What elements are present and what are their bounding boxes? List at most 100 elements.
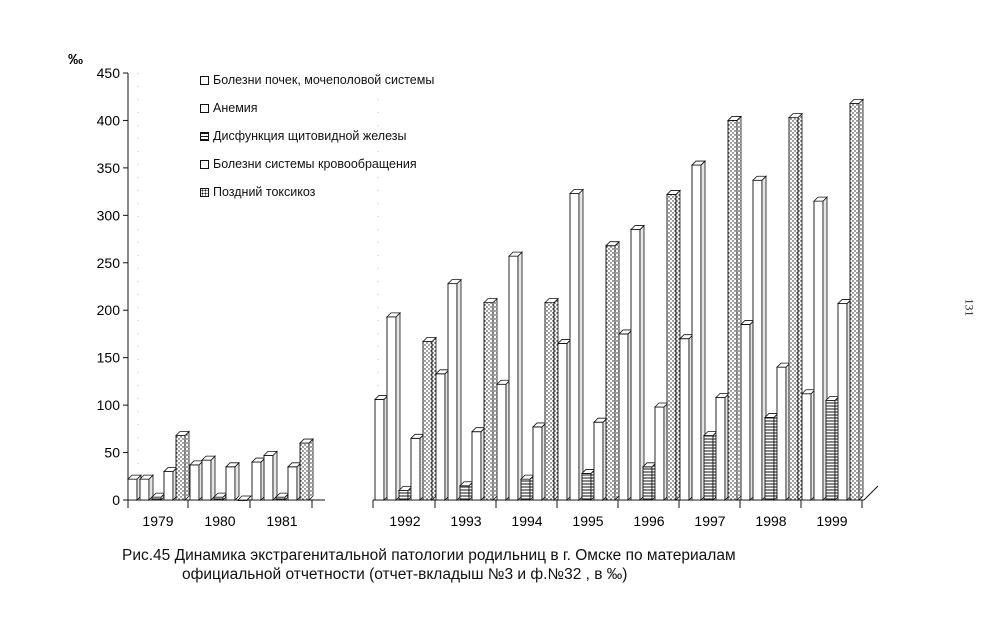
- page-number: 131: [962, 298, 977, 317]
- x-tick-label: 1997: [694, 513, 725, 529]
- y-tick-label: 350: [97, 160, 121, 176]
- x-tick-label: 1995: [572, 513, 603, 529]
- legend-item: Болезни почек, мочеполовой системы: [200, 66, 434, 94]
- bar: [849, 102, 860, 501]
- bar: [459, 485, 470, 501]
- bar-side: [308, 438, 314, 501]
- bar: [752, 179, 763, 501]
- bar-side: [234, 461, 240, 501]
- y-tick-label: 200: [97, 302, 121, 318]
- y-tick-label: 100: [97, 397, 121, 413]
- bar: [654, 406, 665, 501]
- bar-side: [639, 224, 645, 501]
- bar-top: [237, 495, 252, 501]
- bar: [251, 461, 262, 501]
- bar: [569, 193, 580, 501]
- bar-top: [127, 474, 142, 480]
- bar-top: [386, 312, 401, 318]
- bar-top: [544, 298, 559, 304]
- bar-top: [691, 160, 706, 166]
- bar: [605, 245, 616, 501]
- legend-swatch: [200, 103, 209, 113]
- caption-line-2: официальной отчетности (отчет-вкладыш №3…: [182, 566, 628, 583]
- x-tick-label: 1993: [450, 513, 481, 529]
- bar: [593, 421, 604, 501]
- bar: [557, 342, 568, 501]
- legend-item: Дисфункция щитовидной железы: [200, 122, 434, 150]
- y-tick-label: 0: [112, 492, 120, 508]
- bar-top: [175, 431, 190, 436]
- bar: [776, 366, 787, 501]
- bar-top: [630, 225, 645, 230]
- bar: [422, 341, 433, 501]
- x-tick-label: 1998: [755, 513, 786, 529]
- bar: [213, 496, 224, 501]
- bar: [642, 466, 653, 501]
- bar-side: [431, 336, 437, 501]
- bar-top: [605, 241, 620, 247]
- bar-side: [395, 311, 401, 501]
- y-tick-label: 300: [97, 207, 121, 223]
- bar-side: [797, 112, 803, 501]
- bar-side: [675, 189, 681, 501]
- bar: [447, 283, 458, 501]
- bar-top: [508, 251, 523, 257]
- bar: [740, 324, 751, 501]
- bar-top: [666, 190, 681, 195]
- bar: [225, 466, 236, 501]
- bar: [263, 454, 274, 501]
- bar-side: [553, 297, 559, 501]
- bar: [299, 442, 310, 501]
- x-tick-label: 1996: [633, 513, 664, 529]
- caption-line-1: Рис.45 Динамика экстрагенитальной патоло…: [122, 547, 736, 564]
- bar-side: [517, 251, 523, 501]
- bar: [386, 316, 397, 501]
- figure-caption: Рис.45 Динамика экстрагенитальной патоло…: [122, 546, 842, 584]
- legend-label: Болезни системы кровообращения: [213, 157, 417, 171]
- bar: [175, 435, 186, 501]
- bar: [139, 478, 150, 501]
- x-axis-corner: [863, 485, 879, 501]
- bar-top: [813, 196, 828, 202]
- bar-side: [184, 430, 190, 501]
- bar: [679, 338, 690, 501]
- legend-item: Анемия: [200, 94, 434, 122]
- bar-top: [263, 451, 278, 456]
- bar: [618, 333, 629, 501]
- bar-top: [569, 189, 584, 194]
- bar: [163, 471, 174, 501]
- x-tick-label: 1981: [266, 513, 297, 529]
- bar-top: [422, 337, 437, 342]
- bar: [666, 194, 677, 501]
- bar-top: [201, 455, 216, 461]
- bar-top: [225, 462, 240, 468]
- legend-item: Поздний токсикоз: [200, 178, 434, 206]
- legend-label: Анемия: [213, 101, 258, 115]
- bar: [508, 255, 519, 501]
- bars: [127, 98, 864, 501]
- x-tick-label: 1999: [816, 513, 847, 529]
- bar: [374, 398, 385, 501]
- legend-swatch: [200, 75, 209, 85]
- x-tick-label: 1992: [389, 513, 420, 529]
- y-tick-label: 450: [97, 65, 121, 81]
- bar: [471, 431, 482, 501]
- bar-side: [210, 455, 216, 501]
- bar: [825, 399, 836, 501]
- bar: [520, 478, 531, 501]
- bar-top: [752, 175, 767, 181]
- bar: [837, 303, 848, 501]
- legend-label: Дисфункция щитовидной железы: [213, 129, 407, 143]
- bar-top: [447, 279, 462, 285]
- y-tick-label: 400: [97, 112, 121, 128]
- bar: [630, 229, 641, 501]
- bar-top: [299, 438, 314, 444]
- bar: [544, 302, 555, 501]
- bar: [691, 164, 702, 501]
- bar: [398, 490, 409, 501]
- y-tick-label: 250: [97, 255, 121, 271]
- bar-side: [614, 240, 620, 501]
- y-unit-label: ‰: [68, 51, 83, 68]
- bar: [727, 119, 738, 501]
- bar: [410, 437, 421, 501]
